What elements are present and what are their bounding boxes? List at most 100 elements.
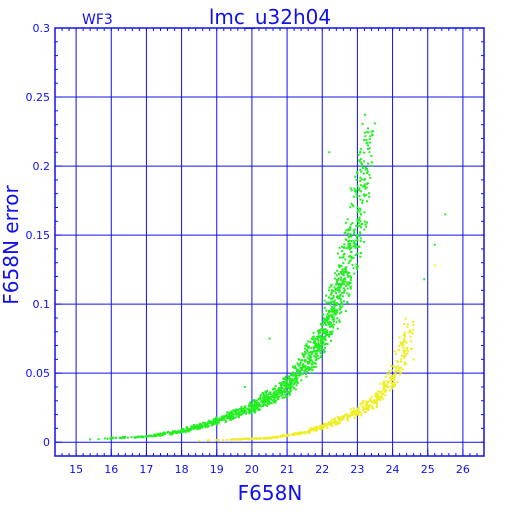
- yellow-point: [369, 397, 372, 400]
- green-point: [354, 228, 357, 231]
- green-point: [294, 376, 297, 379]
- yellow-point: [315, 427, 318, 430]
- green-point: [344, 270, 347, 273]
- green-point: [349, 279, 352, 282]
- green-point: [311, 351, 314, 354]
- green-point: [283, 382, 286, 385]
- green-point: [370, 130, 373, 133]
- yellow-point: [380, 396, 383, 399]
- yellow-point: [400, 358, 403, 361]
- green-point: [200, 423, 203, 426]
- green-point: [323, 317, 326, 320]
- green-point: [327, 318, 330, 321]
- yellow-point: [293, 432, 296, 435]
- green-point: [352, 256, 355, 259]
- green-point: [349, 242, 352, 245]
- green-point: [254, 404, 257, 407]
- yellow-point: [333, 421, 336, 424]
- plot-frame: [54, 27, 485, 457]
- green-point: [273, 396, 276, 399]
- green-point: [301, 352, 304, 355]
- green-point: [287, 383, 290, 386]
- y-tick-label: 0.15: [26, 229, 51, 242]
- yellow-point: [330, 424, 333, 427]
- green-point: [171, 432, 174, 435]
- green-point: [284, 393, 287, 396]
- green-point: [336, 296, 339, 299]
- green-point: [351, 204, 354, 207]
- yellow-point: [387, 381, 390, 384]
- green-point: [304, 370, 307, 373]
- yellow-point: [384, 394, 387, 397]
- yellow-point: [376, 395, 379, 398]
- green-point: [288, 375, 291, 378]
- green-point: [332, 295, 335, 298]
- green-point: [288, 378, 291, 381]
- green-point: [301, 366, 304, 369]
- green-point: [325, 294, 328, 297]
- green-point: [241, 411, 244, 414]
- green-outlier-point: [268, 337, 271, 340]
- green-point: [355, 178, 358, 181]
- green-point: [278, 387, 281, 390]
- green-point: [342, 261, 345, 264]
- green-point: [266, 395, 269, 398]
- green-point: [334, 310, 337, 313]
- yellow-point: [323, 424, 326, 427]
- green-point: [268, 399, 271, 402]
- green-point: [347, 242, 350, 245]
- green-point: [368, 147, 371, 150]
- yellow-point: [406, 346, 409, 349]
- yellow-point: [246, 437, 249, 440]
- green-point: [341, 283, 344, 286]
- green-point: [249, 401, 252, 404]
- yellow-point: [305, 431, 308, 434]
- yellow-point: [295, 433, 298, 436]
- green-point: [319, 346, 322, 349]
- green-point: [339, 300, 342, 303]
- yellow-point: [314, 426, 317, 429]
- green-point: [213, 421, 216, 424]
- yellow-point: [412, 323, 415, 326]
- yellow-point: [390, 375, 393, 378]
- green-point: [232, 409, 235, 412]
- yellow-point: [402, 340, 405, 343]
- green-point: [350, 239, 353, 242]
- green-point: [352, 242, 355, 245]
- green-point: [347, 229, 350, 232]
- yellow-point: [268, 437, 271, 440]
- green-point: [198, 427, 201, 430]
- yellow-point: [393, 381, 396, 384]
- green-point: [341, 245, 344, 248]
- green-point: [314, 356, 317, 359]
- green-point: [316, 337, 319, 340]
- green-point: [329, 323, 332, 326]
- green-point: [349, 233, 352, 236]
- green-point: [262, 394, 265, 397]
- green-point: [241, 408, 244, 411]
- green-point: [346, 273, 349, 276]
- green-point: [334, 289, 337, 292]
- green-point: [341, 282, 344, 285]
- green-point: [311, 369, 314, 372]
- green-point: [319, 352, 322, 355]
- green-point: [354, 175, 357, 178]
- yellow-point: [335, 424, 338, 427]
- green-point: [303, 353, 306, 356]
- green-point: [347, 275, 350, 278]
- green-point: [273, 393, 276, 396]
- yellow-point: [345, 413, 348, 416]
- yellow-point: [403, 331, 406, 334]
- green-point: [258, 408, 261, 411]
- green-point: [324, 342, 327, 345]
- green-point: [301, 372, 304, 375]
- green-point: [106, 437, 109, 440]
- yellow-point: [367, 409, 370, 412]
- green-point: [359, 237, 362, 240]
- yellow-point: [352, 410, 355, 413]
- yellow-point: [398, 373, 401, 376]
- green-point: [235, 415, 238, 418]
- green-point: [364, 131, 367, 134]
- green-point: [302, 355, 305, 358]
- green-point: [302, 363, 305, 366]
